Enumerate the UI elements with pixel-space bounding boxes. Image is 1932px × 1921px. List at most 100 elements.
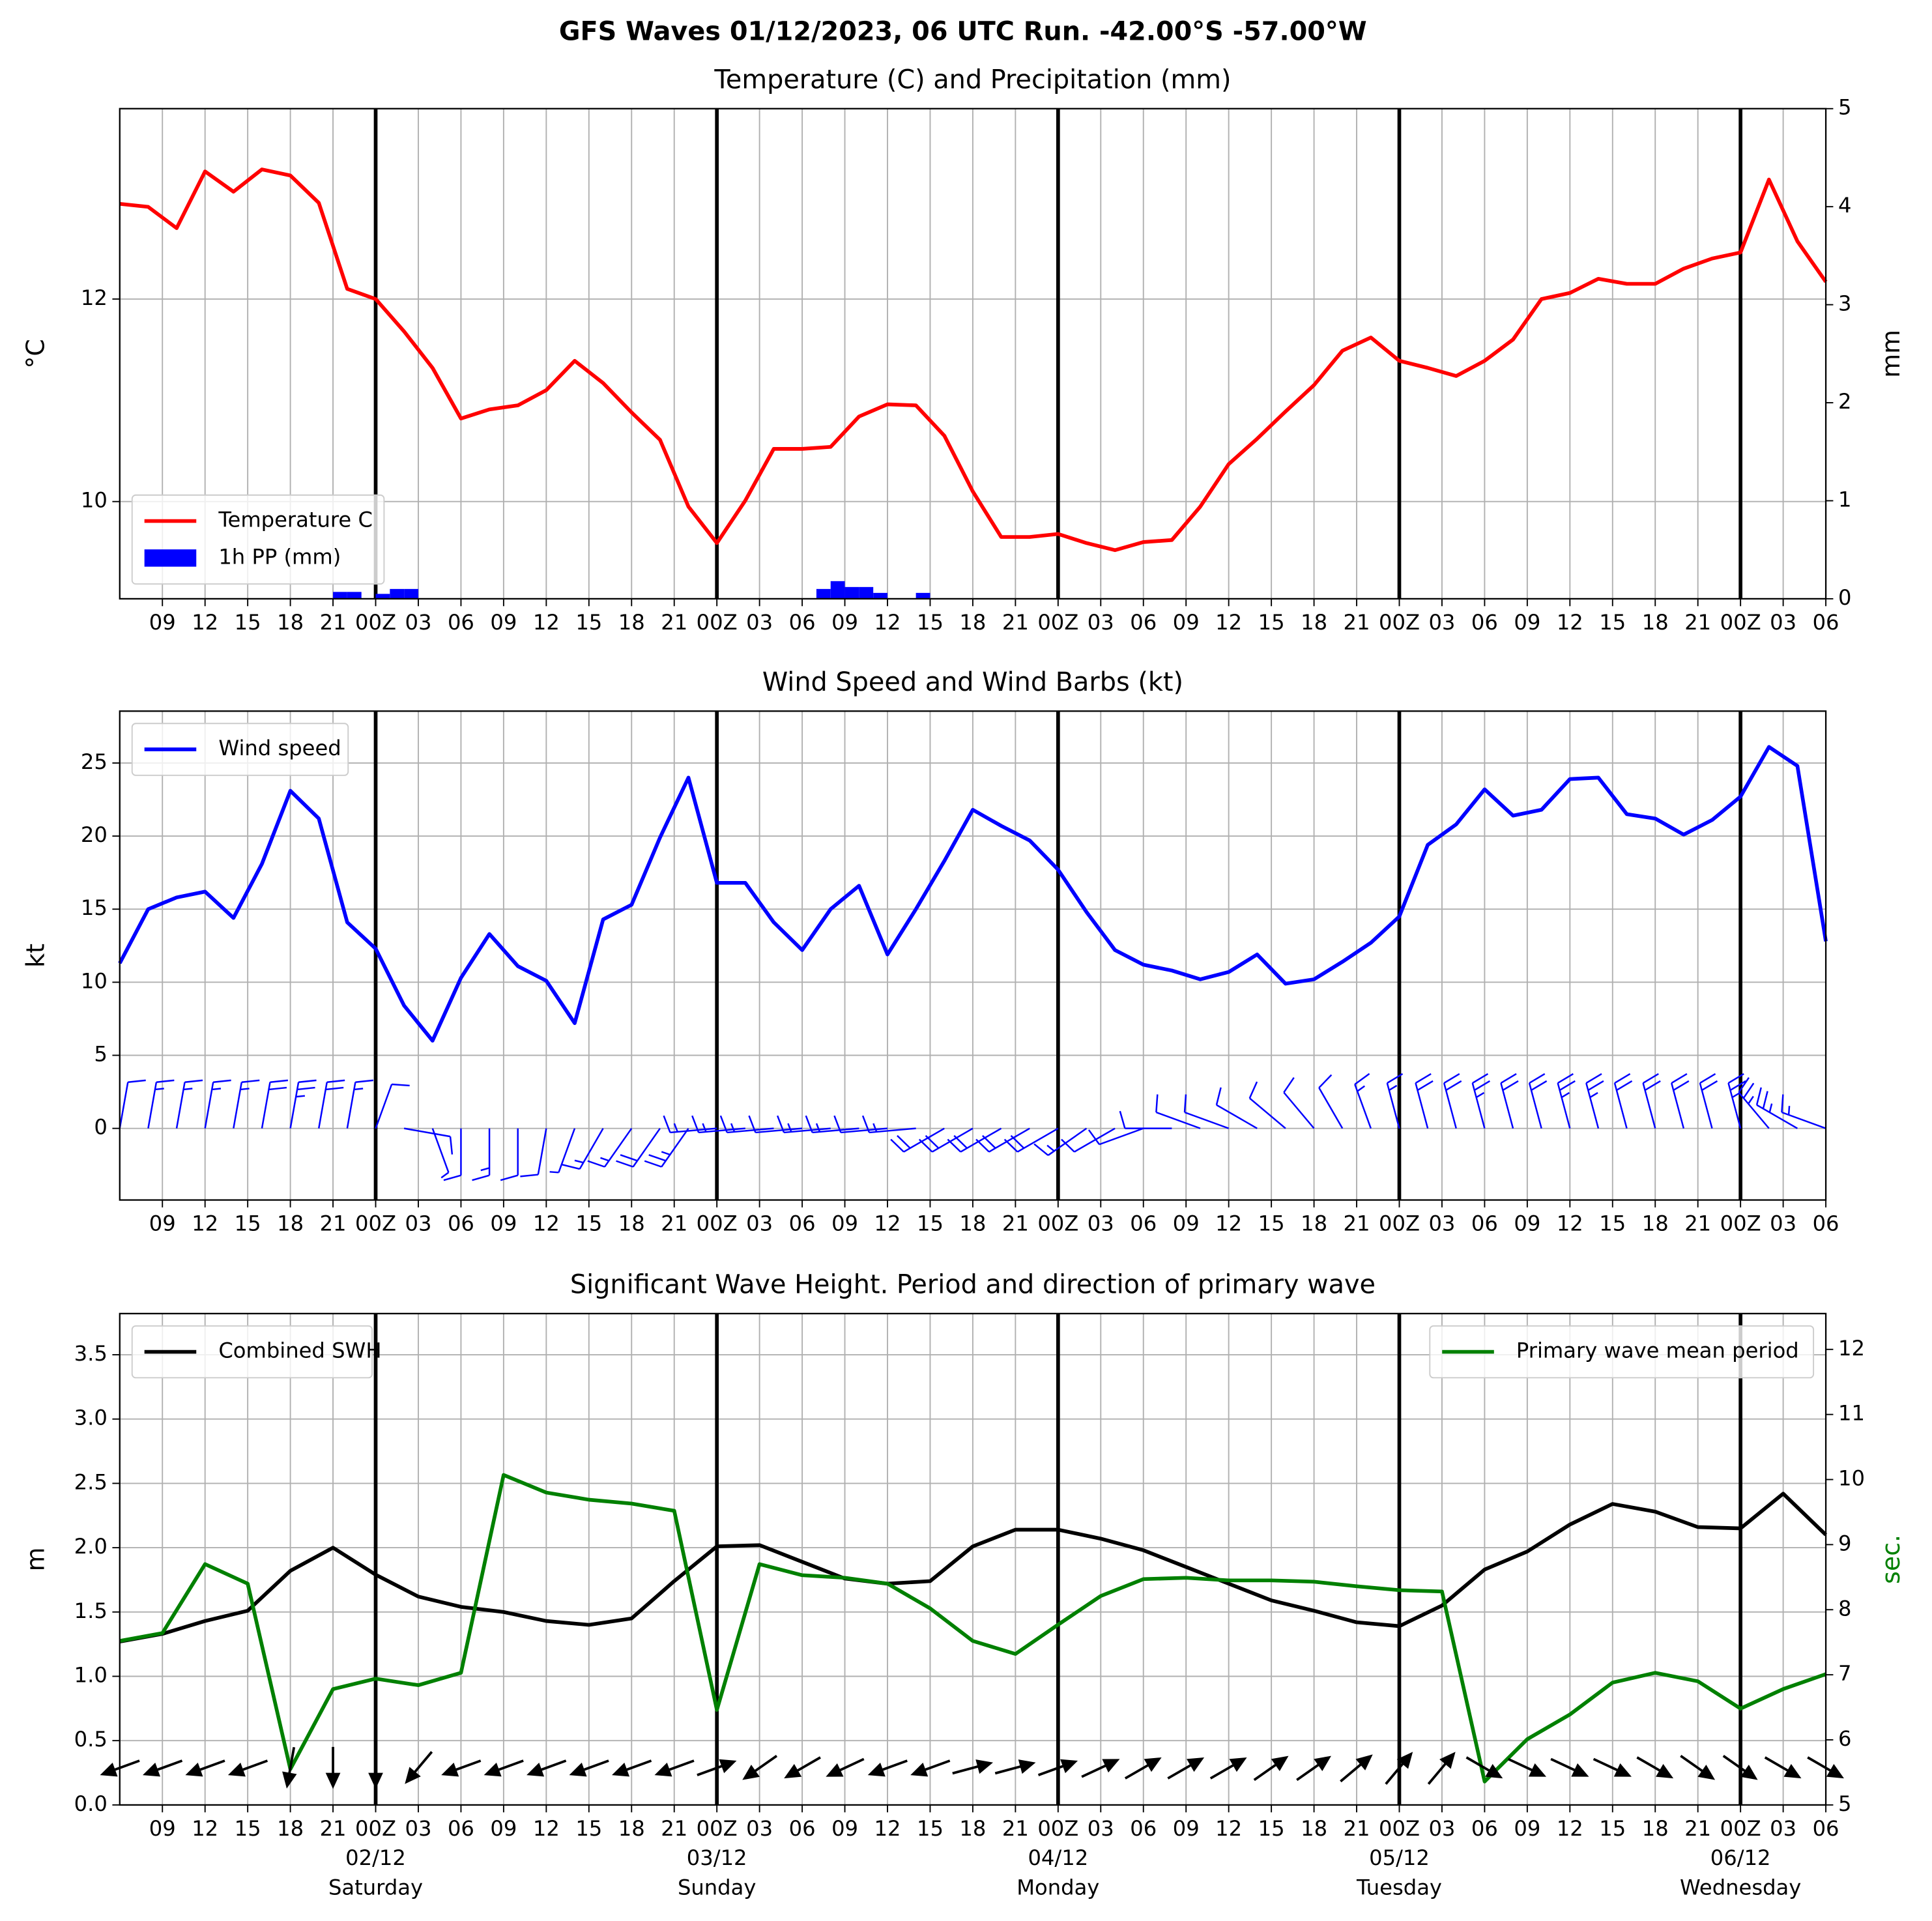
x-tick-label: 06: [448, 1816, 474, 1841]
x-tick-label: 09: [1514, 1816, 1540, 1841]
y2-tick-label: 8: [1838, 1596, 1851, 1621]
bar: [375, 594, 390, 599]
arrow-head: [654, 1762, 672, 1777]
wind-barb: [776, 1115, 831, 1134]
y-tick-label: 20: [81, 822, 108, 847]
x-tick-label: 00Z: [1379, 1211, 1420, 1235]
arrow-head: [975, 1759, 994, 1774]
arrow-head: [826, 1763, 844, 1777]
x-tick-label: 00Z: [1379, 610, 1420, 635]
x-tick-label: 12: [1557, 1816, 1583, 1841]
wave-arrow: [1764, 1756, 1802, 1779]
arrow-head: [910, 1762, 929, 1777]
x-tick-label: 15: [575, 1816, 602, 1841]
arrow-head: [1144, 1757, 1162, 1772]
x-tick-label: 00Z: [1379, 1816, 1420, 1841]
y2-tick-label: 1: [1838, 487, 1851, 512]
bar: [347, 592, 362, 599]
line: [119, 1492, 1828, 1643]
wave-arrow: [185, 1759, 225, 1777]
arrow-head: [526, 1762, 545, 1777]
wind-barb: [1557, 1073, 1576, 1129]
wind-barb: [472, 1128, 491, 1181]
x-tick-label: 18: [1301, 1816, 1327, 1841]
x-tick-label: 06: [1813, 1211, 1839, 1235]
arrow-shaft: [795, 1756, 821, 1773]
wave-arrow: [368, 1746, 383, 1789]
wave-arrow: [526, 1759, 567, 1777]
arrow-shaft: [1037, 1764, 1066, 1776]
arrow-head: [1396, 1752, 1413, 1769]
x-tick-label: 09: [1514, 610, 1540, 635]
x-tick-label: 21: [320, 1816, 347, 1841]
x-tick-label: 12: [192, 610, 218, 635]
arrow-head: [1229, 1757, 1247, 1772]
arrow-shaft: [1807, 1756, 1833, 1773]
wind-barb: [947, 1127, 1002, 1153]
y2-tick-label: 0: [1838, 585, 1851, 610]
arrow-shaft: [667, 1759, 695, 1772]
wind-barb: [175, 1079, 203, 1129]
arrow-shaft: [1253, 1762, 1278, 1782]
x-tick-label: 18: [959, 1211, 986, 1235]
arrow-shaft: [1209, 1763, 1236, 1780]
wind-barb: [1699, 1073, 1718, 1129]
arrow-shaft: [994, 1765, 1023, 1775]
x-tick-label: 12: [192, 1816, 218, 1841]
arrow-head: [185, 1762, 203, 1777]
arrow-shaft: [1680, 1755, 1705, 1774]
x-tick-label: 18: [1301, 610, 1327, 635]
wind-barb: [1386, 1073, 1404, 1129]
x-tick-label: 12: [1215, 610, 1242, 635]
y-tick-label: 2.5: [74, 1469, 108, 1494]
arrow-head: [368, 1772, 383, 1789]
x-tick-label: 06: [1471, 1211, 1498, 1235]
x-tick-label: 00Z: [1037, 1816, 1078, 1841]
wave-arrow: [1253, 1755, 1289, 1782]
x-tick-label: 18: [1301, 1211, 1327, 1235]
x-tick-label: 06: [1471, 1816, 1498, 1841]
x-tick-label: 00Z: [697, 1211, 738, 1235]
arrow-head: [1571, 1763, 1589, 1777]
arrow-head: [867, 1762, 886, 1777]
arrow-shaft: [581, 1759, 609, 1772]
wave-arrow: [1593, 1757, 1632, 1777]
arrow-head: [1355, 1754, 1373, 1770]
wind-barb: [318, 1079, 345, 1129]
y2-tick-label: 2: [1838, 389, 1851, 414]
x-tick-label: 06: [1813, 610, 1839, 635]
arrow-shaft: [412, 1751, 433, 1774]
x-tick-label: 18: [959, 1816, 986, 1841]
wave-arrow: [1340, 1754, 1373, 1783]
y2-tick-label: 5: [1838, 95, 1851, 120]
wave-arrow: [1124, 1757, 1162, 1780]
arrow-head: [1102, 1759, 1120, 1773]
x-tick-label: 03: [405, 610, 431, 635]
arrow-shaft: [1722, 1755, 1748, 1774]
wind-barb: [233, 1079, 260, 1129]
arrow-head: [1018, 1759, 1036, 1774]
legend-label: Wind speed: [218, 736, 341, 760]
x-tick-label: 15: [575, 610, 602, 635]
x-tick-label: 21: [1002, 1211, 1029, 1235]
x-tick-label: 21: [1684, 1816, 1711, 1841]
x-tick-label: 21: [1344, 610, 1370, 635]
x-tick-label: 03: [1088, 1816, 1114, 1841]
arrow-head: [1826, 1763, 1844, 1779]
y2-tick-label: 10: [1838, 1466, 1865, 1491]
x-tick-label: 12: [1557, 1211, 1583, 1235]
day-name: Wednesday: [1680, 1875, 1801, 1900]
wind-barb: [289, 1079, 317, 1129]
arrow-head: [1314, 1755, 1331, 1772]
y-tick-label: 12: [81, 285, 108, 310]
arrow-shaft: [952, 1765, 981, 1775]
line: [119, 167, 1828, 553]
wave-arrow: [142, 1759, 183, 1777]
wind-barb: [375, 1083, 410, 1129]
arrow-shaft: [1636, 1756, 1663, 1773]
x-tick-label: 18: [1642, 610, 1669, 635]
arrow-shaft: [1385, 1761, 1406, 1785]
wind-barb: [147, 1079, 175, 1129]
x-tick-label: 06: [448, 610, 474, 635]
x-tick-label: 12: [874, 1816, 901, 1841]
